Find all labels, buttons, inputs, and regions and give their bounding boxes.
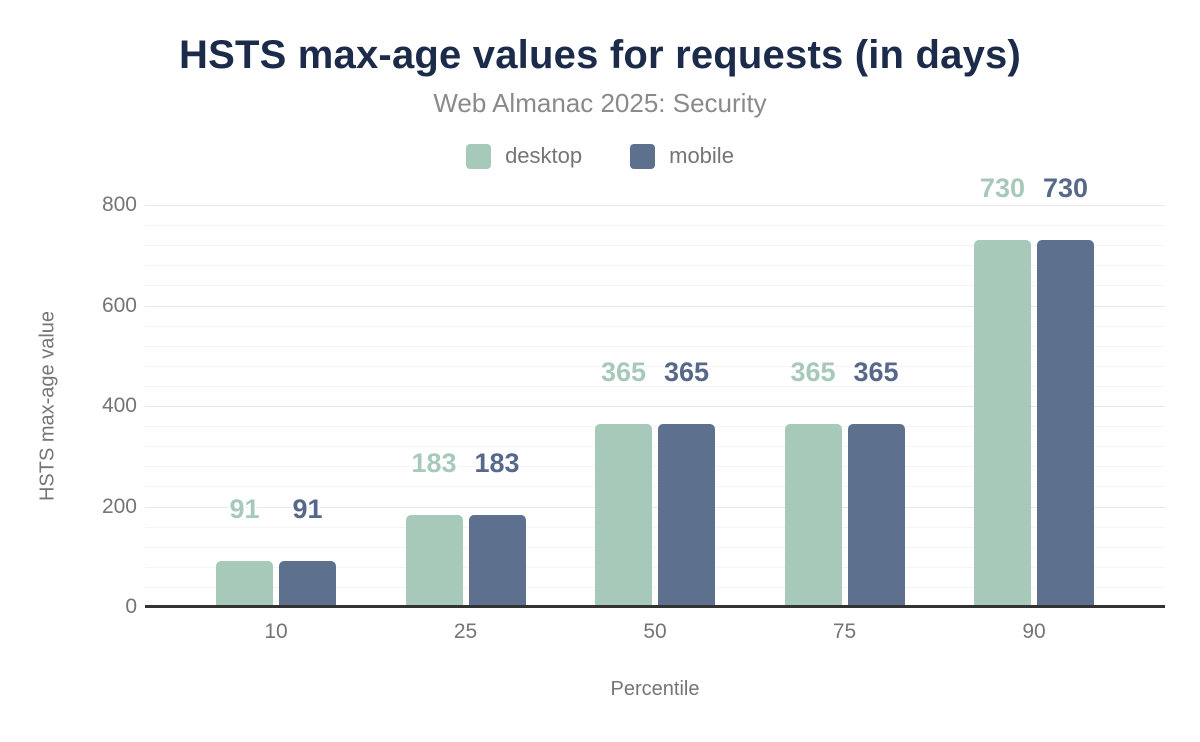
gridline <box>145 406 1165 407</box>
value-label-desktop-p50: 365 <box>600 356 647 387</box>
bar-desktop-p10[interactable] <box>216 561 273 607</box>
gridline <box>145 225 1165 227</box>
x-tick-label: 75 <box>832 620 857 643</box>
gridline <box>145 586 1165 588</box>
legend-item-mobile[interactable]: mobile <box>630 143 734 169</box>
bar-desktop-p25[interactable] <box>405 515 463 607</box>
gridline <box>145 506 1165 508</box>
bar-mobile-p50[interactable] <box>658 423 715 607</box>
gridline <box>145 466 1165 468</box>
gridline <box>145 325 1165 327</box>
value-label-mobile-p50: 365 <box>663 356 710 387</box>
desktop-swatch-icon <box>466 143 492 169</box>
x-tick-label: 10 <box>264 620 288 643</box>
y-tick-label: 400 <box>101 394 137 417</box>
value-label-mobile-p90: 730 <box>1042 173 1089 204</box>
mobile-swatch-icon <box>630 143 656 169</box>
x-axis-title: Percentile <box>610 678 700 700</box>
chart-title: HSTS max-age values for requests (in day… <box>178 33 1021 77</box>
value-label-mobile-p10: 91 <box>292 494 323 525</box>
gridline <box>145 205 1165 206</box>
value-label-desktop-p90: 730 <box>979 173 1026 204</box>
plot-area: 91 91 183 183 365 365 365 365 730 730 <box>145 173 1165 607</box>
legend-item-desktop[interactable]: desktop <box>466 143 582 169</box>
chart-subtitle: Web Almanac 2025: Security <box>433 88 767 118</box>
gridline <box>145 345 1165 347</box>
bar-mobile-p10[interactable] <box>279 561 336 607</box>
gridline <box>145 546 1165 548</box>
gridline <box>145 566 1165 568</box>
bar-desktop-p90[interactable] <box>974 240 1031 607</box>
gridline <box>145 305 1165 307</box>
gridline <box>145 446 1165 448</box>
value-label-desktop-p75: 365 <box>790 356 836 387</box>
gridline <box>145 385 1165 387</box>
x-tick-label: 25 <box>453 620 478 643</box>
value-label-desktop-p25: 183 <box>411 448 457 479</box>
bar-mobile-p90[interactable] <box>1037 240 1094 607</box>
value-label-mobile-p25: 183 <box>474 448 520 479</box>
bar-desktop-p75[interactable] <box>784 423 842 607</box>
legend-label-mobile: mobile <box>669 143 734 168</box>
x-tick-label: 90 <box>1022 620 1046 643</box>
legend-label-desktop: desktop <box>505 143 583 168</box>
legend: desktop mobile <box>0 143 1200 169</box>
gridline <box>145 526 1165 528</box>
gridline <box>145 365 1165 367</box>
x-axis-line <box>145 605 1165 608</box>
bar-desktop-p50[interactable] <box>595 423 652 607</box>
bar-mobile-p25[interactable] <box>468 515 526 607</box>
gridline <box>145 285 1165 287</box>
y-tick-label: 0 <box>125 595 137 618</box>
gridline <box>145 426 1165 428</box>
y-tick-label: 800 <box>101 193 137 216</box>
bar-mobile-p75[interactable] <box>847 423 905 607</box>
y-tick-label: 600 <box>101 293 137 317</box>
y-tick-label: 200 <box>101 494 137 518</box>
gridline <box>145 245 1165 247</box>
gridline <box>145 486 1165 488</box>
value-label-desktop-p10: 91 <box>229 494 260 525</box>
gridline <box>145 265 1165 267</box>
value-label-mobile-p75: 365 <box>853 356 899 387</box>
x-tick-label: 50 <box>643 620 667 643</box>
